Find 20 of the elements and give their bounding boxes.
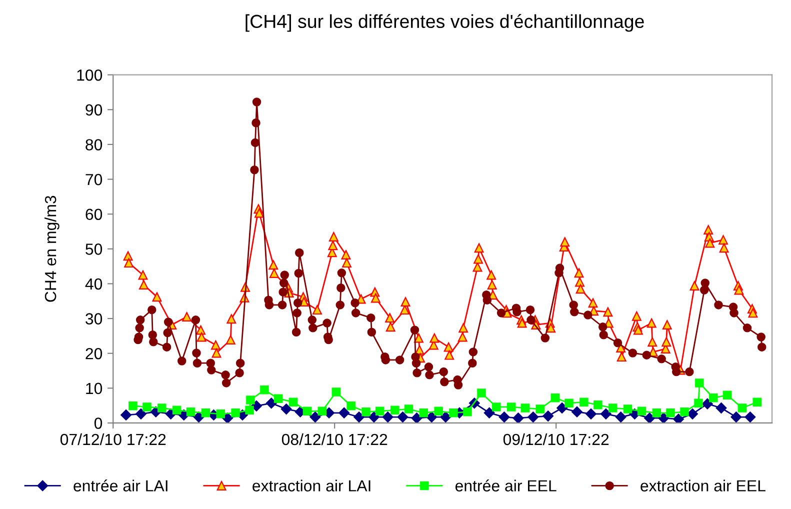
y-tick-label: 70 bbox=[86, 174, 102, 186]
y-tick-label: 60 bbox=[86, 208, 102, 220]
y-tick-label: 40 bbox=[85, 278, 102, 290]
x-tick-label: 07/12/10 17:22 bbox=[60, 433, 166, 446]
legend-label: extraction air EEL bbox=[640, 480, 766, 492]
legend-label: entrée air EEL bbox=[455, 480, 556, 492]
legend-label: entrée air LAI bbox=[74, 480, 168, 492]
y-tick-label: 90 bbox=[86, 104, 102, 116]
y-tick-label: 10 bbox=[86, 382, 102, 394]
y-tick-label: 100 bbox=[77, 69, 102, 81]
y-tick-label: 20 bbox=[86, 348, 102, 360]
y-tick-label: 50 bbox=[86, 244, 102, 255]
chart-title: [CH4] sur les différentes voies d'échantillonnage bbox=[246, 14, 644, 32]
y-tick-label: 80 bbox=[86, 139, 102, 150]
x-tick-label: 09/12/10 17:22 bbox=[503, 433, 609, 446]
y-tick-label: 30 bbox=[86, 313, 102, 324]
y-axis-title: CH4 en mg/m3 bbox=[44, 196, 60, 302]
x-tick-label: 08/12/10 17:22 bbox=[282, 433, 388, 446]
y-tick-label: 0 bbox=[94, 418, 102, 429]
legend-label: extraction air LAI bbox=[252, 480, 370, 492]
